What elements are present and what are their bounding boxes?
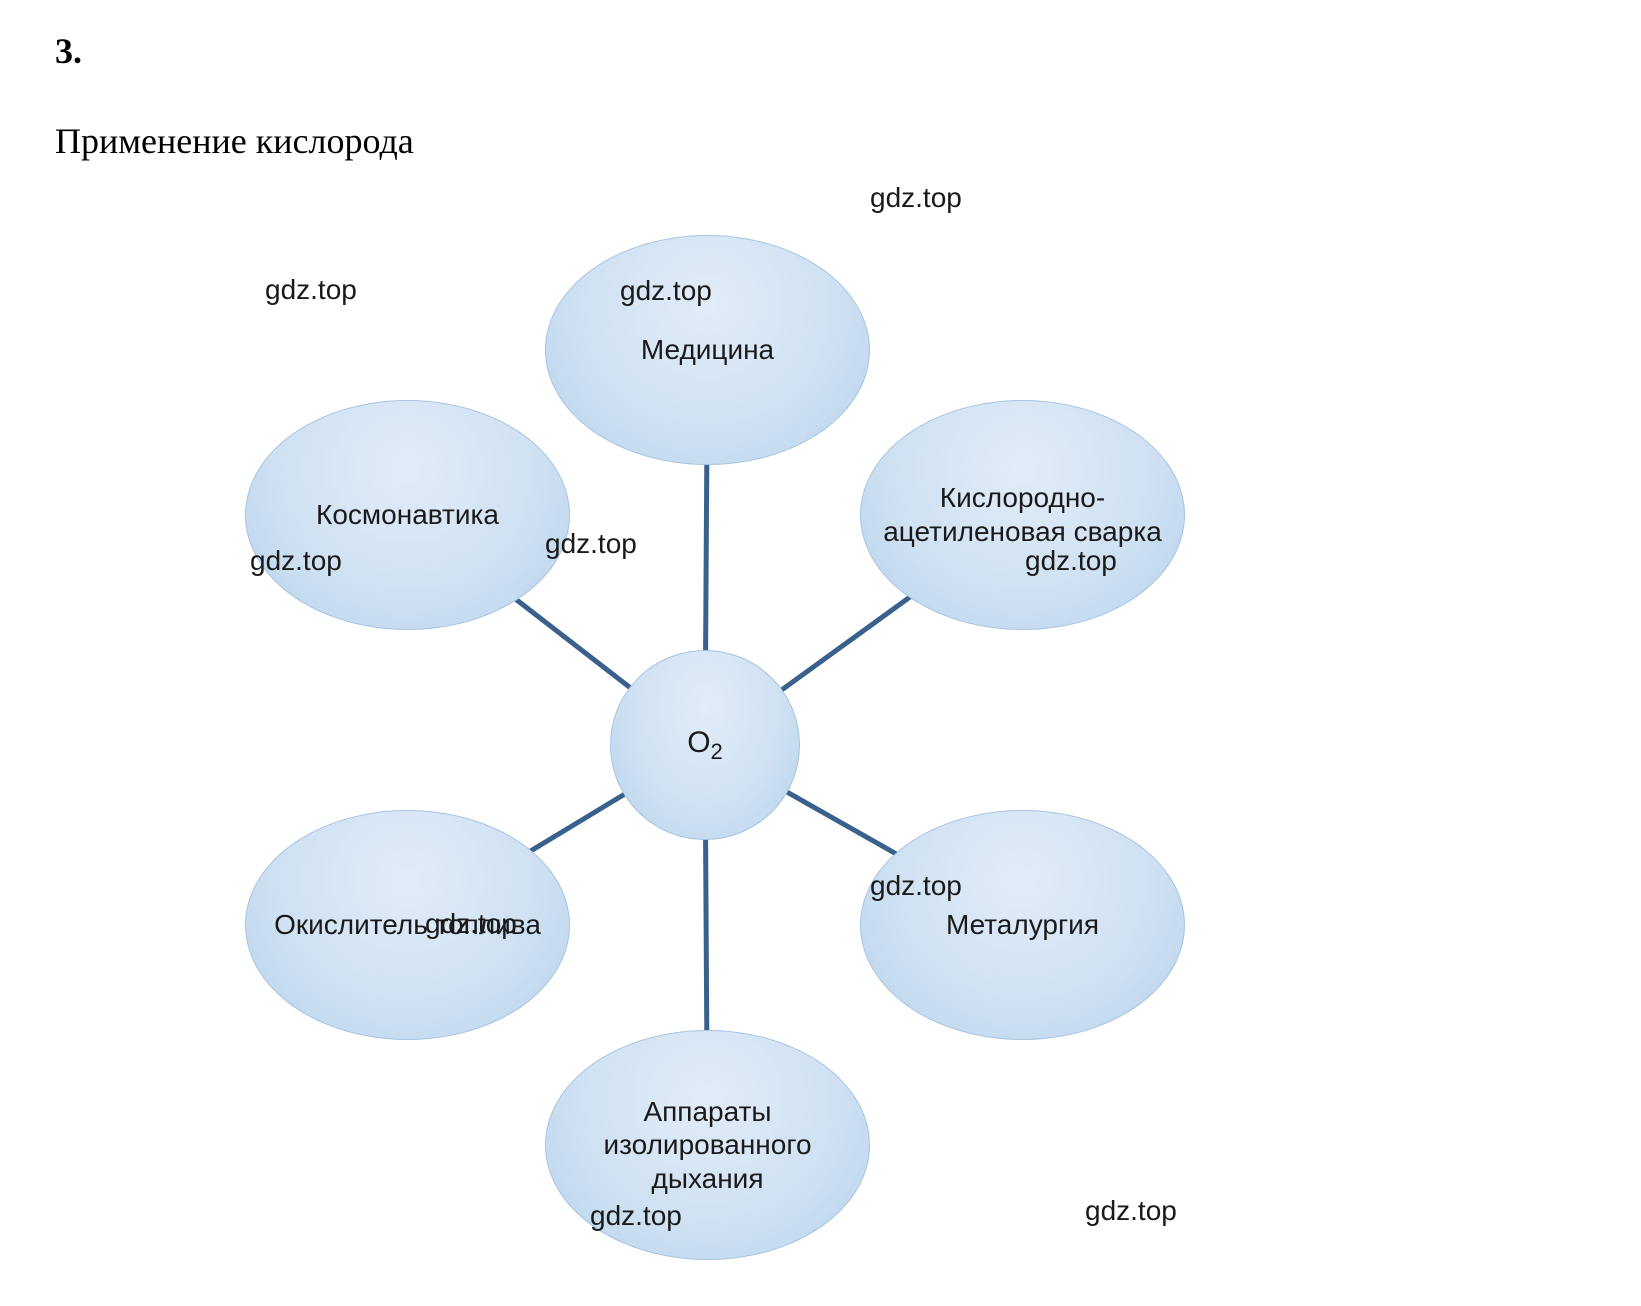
node-label-oxidizer: Окислитель топлива: [274, 908, 541, 942]
center-label: O2: [687, 725, 723, 765]
radial-diagram: O2 Медицина Кислородно-ацетиленовая сварка…: [140, 200, 1240, 1250]
node-label-space: Космонавтика: [316, 498, 499, 532]
node-apparatus: Аппараты изолированного дыхания: [545, 1030, 870, 1260]
node-label-metallurgy: Металургия: [946, 908, 1099, 942]
center-node: O2: [610, 650, 800, 840]
node-medicine: Медицина: [545, 235, 870, 465]
node-label-welding: Кислородно-ацетиленовая сварка: [881, 481, 1164, 548]
node-label-medicine: Медицина: [641, 333, 774, 367]
node-welding: Кислородно-ацетиленовая сварка: [860, 400, 1185, 630]
node-space: Космонавтика: [245, 400, 570, 630]
heading-title: Применение кислорода: [55, 120, 414, 162]
heading-number: 3.: [55, 30, 82, 72]
node-label-apparatus: Аппараты изолированного дыхания: [566, 1095, 849, 1196]
node-oxidizer: Окислитель топлива: [245, 810, 570, 1040]
node-metallurgy: Металургия: [860, 810, 1185, 1040]
